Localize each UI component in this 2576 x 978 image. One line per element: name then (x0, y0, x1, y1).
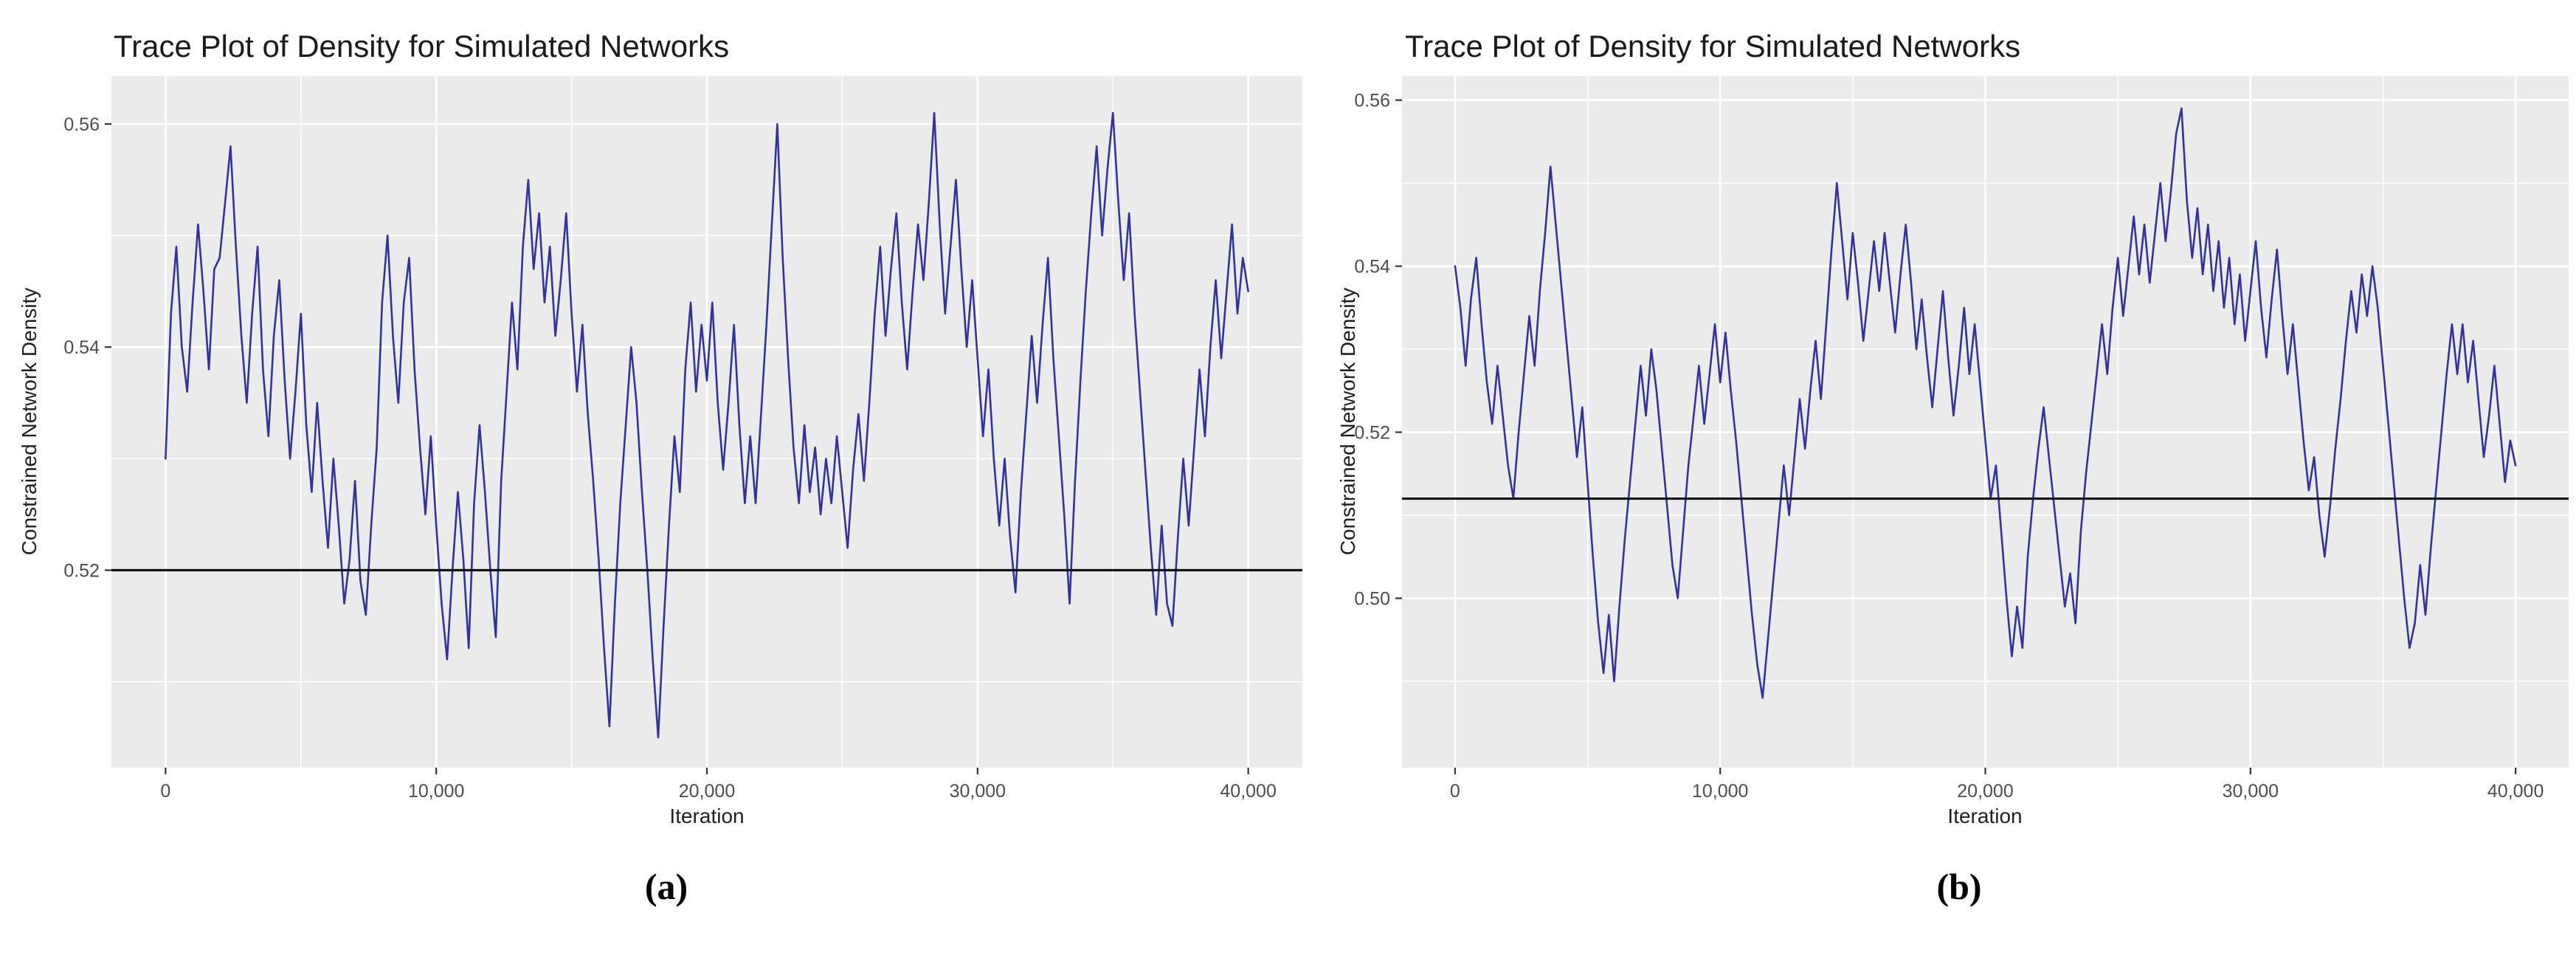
svg-text:20,000: 20,000 (679, 781, 735, 802)
subfigure-caption-b: (b) (1936, 866, 1982, 907)
svg-text:40,000: 40,000 (1220, 781, 1276, 802)
plot-title: Trace Plot of Density for Simulated Netw… (114, 29, 730, 63)
svg-text:30,000: 30,000 (950, 781, 1006, 802)
trace-plot-panel-a: Trace Plot of Density for Simulated Netw… (18, 29, 1302, 907)
svg-text:0.52: 0.52 (63, 561, 100, 582)
svg-text:40,000: 40,000 (2487, 781, 2544, 802)
svg-text:0.54: 0.54 (63, 337, 100, 358)
svg-text:0.52: 0.52 (1354, 423, 1390, 444)
plot-title: Trace Plot of Density for Simulated Netw… (1405, 29, 2021, 63)
svg-text:0: 0 (1450, 781, 1460, 802)
x-axis-label: Iteration (669, 805, 745, 827)
svg-text:0.56: 0.56 (1354, 91, 1390, 111)
svg-text:0: 0 (160, 781, 170, 802)
svg-text:0.56: 0.56 (63, 114, 100, 135)
svg-text:10,000: 10,000 (1692, 781, 1748, 802)
subfigure-caption-a: (a) (644, 866, 688, 907)
plot-area: 0 10,000 20,000 30,000 40,000 0.52 0.54 0.56 (63, 76, 1302, 802)
svg-text:10,000: 10,000 (408, 781, 464, 802)
svg-text:20,000: 20,000 (1957, 781, 2013, 802)
svg-text:30,000: 30,000 (2223, 781, 2279, 802)
plot-area: 0 10,000 20,000 30,000 40,000 0.50 0.52 0.54 0.5… (1354, 76, 2569, 802)
x-axis-label: Iteration (1947, 805, 2023, 827)
svg-text:0.50: 0.50 (1354, 589, 1390, 610)
svg-text:0.54: 0.54 (1354, 257, 1390, 278)
trace-plot-panel-b: Trace Plot of Density for Simulated Netw… (1313, 0, 2576, 978)
